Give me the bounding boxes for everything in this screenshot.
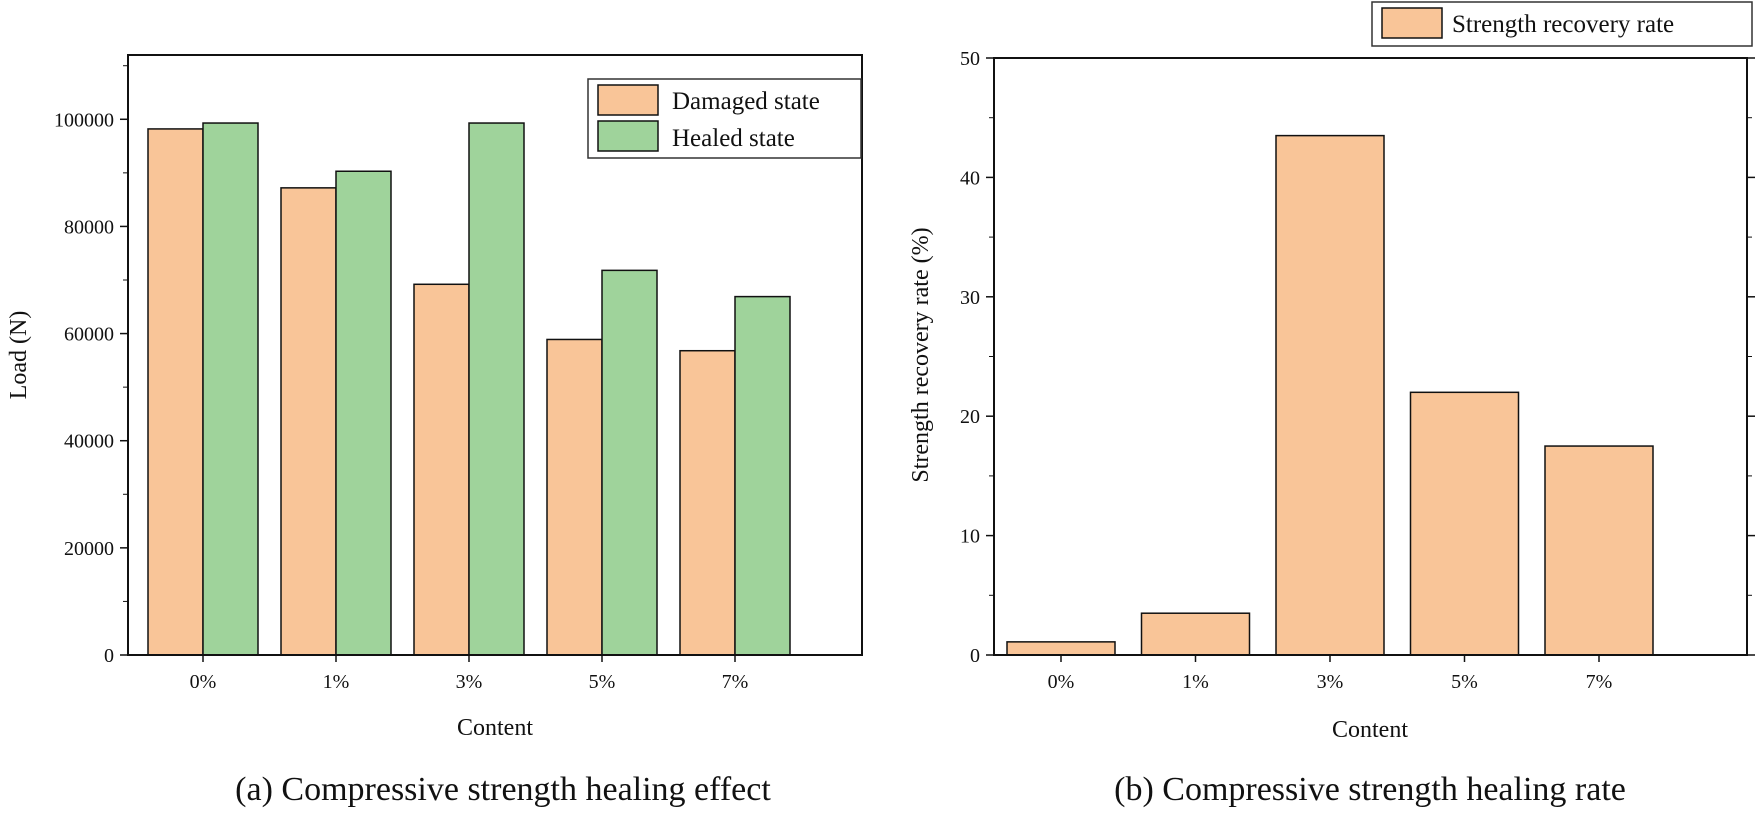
y-tick-label-20000: 20000	[64, 538, 114, 560]
legend-label-damaged: Damaged state	[672, 88, 820, 115]
chart-a-x-axis: 0% 1% 3% 5% 7%	[190, 655, 749, 693]
chart-b-y-axis-title: Strength recovery rate (%)	[908, 227, 934, 482]
chart-a-x-axis-title: Content	[457, 715, 533, 741]
legend-label-healed: Healed state	[672, 125, 795, 152]
chart-b-caption: (b) Compressive strength healing rate	[1114, 771, 1626, 808]
bar-healed-5pct	[601, 269, 658, 656]
x-tick-label-3pct: 3%	[456, 671, 483, 693]
y-tick-label-40: 40	[960, 167, 980, 189]
chart-b-bars	[1006, 134, 1654, 656]
bar-damaged-3pct	[413, 283, 470, 656]
bar-recovery-3pct	[1275, 134, 1385, 656]
y-tick-label-40000: 40000	[64, 431, 114, 453]
bar-healed-0pct	[202, 122, 259, 656]
bar-recovery-5pct	[1409, 391, 1520, 656]
x-tick-label-3pct: 3%	[1317, 671, 1344, 693]
bar-damaged-1pct	[280, 187, 337, 656]
y-tick-label-0: 0	[104, 645, 114, 667]
bar-healed-1pct	[335, 170, 392, 656]
x-tick-label-1pct: 1%	[1182, 671, 1209, 693]
x-tick-label-1pct: 1%	[323, 671, 350, 693]
x-tick-label-0pct: 0%	[190, 671, 217, 693]
legend-swatch-healed	[597, 120, 659, 152]
y-tick-label-60000: 60000	[64, 324, 114, 346]
chart-a: 0 20000 40000 60000 80000 100000 0% 1% 3% 5% 7% C…	[6, 54, 863, 808]
x-tick-label-5pct: 5%	[589, 671, 616, 693]
x-tick-label-0pct: 0%	[1048, 671, 1075, 693]
y-tick-label-10: 10	[960, 526, 980, 548]
bar-damaged-0pct	[147, 128, 204, 656]
y-tick-label-100000: 100000	[54, 109, 114, 131]
legend-swatch-damaged	[597, 84, 659, 116]
chart-b: 0 10 20 30 40 50 0% 1% 3% 5% 7% Content Strength …	[908, 1, 1755, 808]
chart-b-x-axis-title: Content	[1332, 717, 1408, 743]
bar-recovery-0pct	[1006, 641, 1116, 656]
chart-a-y-axis: 0 20000 40000 60000 80000 100000	[54, 65, 128, 667]
x-tick-label-5pct: 5%	[1451, 671, 1478, 693]
bar-damaged-7pct	[679, 349, 736, 656]
bar-damaged-5pct	[546, 338, 603, 656]
chart-a-bars	[147, 122, 791, 656]
x-tick-label-7pct: 7%	[1586, 671, 1613, 693]
chart-a-y-axis-title: Load (N)	[6, 311, 32, 400]
chart-b-y-axis: 0 10 20 30 40 50	[960, 48, 1755, 667]
bar-recovery-1pct	[1140, 612, 1251, 656]
bar-healed-7pct	[734, 295, 791, 656]
chart-b-legend: Strength recovery rate	[1371, 1, 1753, 47]
legend-label-recovery-rate: Strength recovery rate	[1452, 11, 1674, 38]
chart-a-caption: (a) Compressive strength healing effect	[235, 771, 771, 808]
y-tick-label-50: 50	[960, 48, 980, 70]
bar-recovery-7pct	[1544, 445, 1654, 656]
y-tick-label-30: 30	[960, 287, 980, 309]
y-tick-label-80000: 80000	[64, 216, 114, 238]
chart-b-x-axis: 0% 1% 3% 5% 7%	[1048, 655, 1613, 693]
legend-swatch-recovery-rate	[1381, 7, 1443, 39]
y-tick-label-0: 0	[970, 645, 980, 667]
y-tick-label-20: 20	[960, 406, 980, 428]
chart-a-legend: Damaged state Healed state	[587, 78, 862, 159]
chart-a-plot-frame	[127, 54, 863, 656]
bar-healed-3pct	[468, 122, 525, 656]
x-tick-label-7pct: 7%	[722, 671, 749, 693]
